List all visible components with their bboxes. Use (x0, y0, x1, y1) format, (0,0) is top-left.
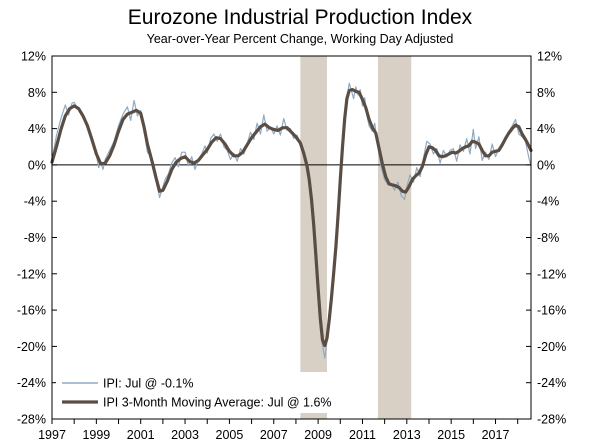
y-tick-label-left: 4% (28, 122, 46, 136)
x-tick-label: 2017 (482, 428, 510, 442)
y-tick-label-left: -4% (24, 195, 46, 209)
y-tick-label-left: 8% (28, 86, 46, 100)
x-tick-label: 2007 (260, 428, 288, 442)
y-tick-label-right: 4% (537, 122, 555, 136)
y-tick-label-right: 0% (537, 158, 555, 172)
y-tick-label-left: 0% (28, 158, 46, 172)
y-tick-label-left: 12% (21, 50, 46, 64)
recession-shading (300, 56, 412, 419)
recession-band-2 (377, 56, 412, 419)
y-tick-label-right: -28% (537, 413, 566, 427)
series-ipi-line (51, 82, 532, 359)
y-tick-label-right: -4% (537, 195, 559, 209)
x-tick-label: 2009 (304, 428, 332, 442)
x-tick-label: 2011 (349, 428, 376, 442)
y-tick-label-left: -24% (17, 376, 46, 390)
y-tick-label-right: -20% (537, 340, 566, 354)
x-tick-label: 1997 (38, 428, 66, 442)
legend-box (56, 372, 374, 413)
x-tick-label: 2013 (393, 428, 421, 442)
legend-label-moving-average: IPI 3-Month Moving Average: Jul @ 1.6% (103, 396, 332, 410)
series-moving-average-line (50, 88, 533, 348)
y-tick-label-left: -20% (17, 340, 46, 354)
series-layer (50, 82, 533, 359)
chart-subtitle: Year-over-Year Percent Change, Working D… (146, 32, 454, 46)
x-tick-label: 2001 (127, 428, 155, 442)
legend: IPI: Jul @ -0.1% IPI 3-Month Moving Aver… (56, 372, 374, 413)
x-tick-label: 1999 (82, 428, 110, 442)
y-tick-label-right: -12% (537, 267, 566, 281)
axes: 12% 12% 8% 8% 4% 4% 0% 0% -4% -4% -8% -8% -12% -12% -1… (17, 50, 566, 443)
y-tick-label-right: 12% (537, 50, 562, 64)
x-tick-label: 2015 (437, 428, 465, 442)
y-tick-label-right: -24% (537, 376, 566, 390)
legend-label-ipi: IPI: Jul @ -0.1% (103, 377, 194, 391)
y-tick-label-right: -8% (537, 231, 559, 245)
plot-frame (51, 55, 532, 420)
chart-title: Eurozone Industrial Production Index (127, 6, 473, 29)
y-tick-label-left: -16% (17, 304, 46, 318)
y-tick-label-left: -8% (24, 231, 46, 245)
y-tick-label-left: -12% (17, 267, 46, 281)
x-tick-label: 2005 (216, 428, 244, 442)
y-tick-label-right: -16% (537, 304, 566, 318)
y-tick-label-left: -28% (17, 413, 46, 427)
x-tick-label: 2003 (171, 428, 199, 442)
y-tick-label-right: 8% (537, 86, 555, 100)
